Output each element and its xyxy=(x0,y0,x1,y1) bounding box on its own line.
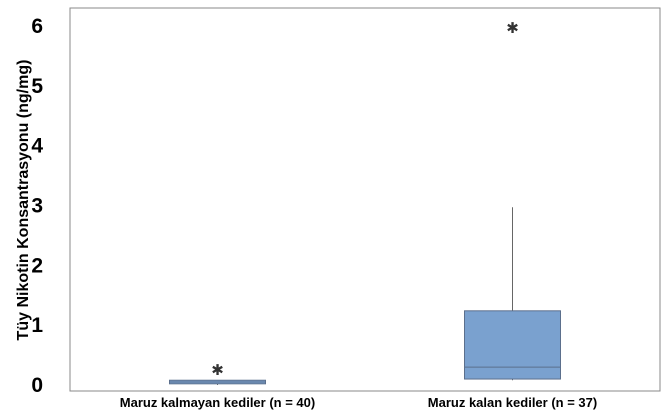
x-axis-labels: Maruz kalmayan kediler (n = 40) Maruz kal… xyxy=(120,395,597,410)
box-rect xyxy=(464,310,561,380)
y-tick-label: 3 xyxy=(31,194,43,217)
plot-frame xyxy=(69,7,661,392)
x-category-label: Maruz kalmayan kediler (n = 40) xyxy=(120,395,315,410)
y-axis-ticks: 0 1 2 3 4 5 6 xyxy=(31,15,43,397)
boxes-layer: ✱✱ xyxy=(169,19,561,386)
y-tick-label: 2 xyxy=(31,254,43,277)
y-tick-label: 5 xyxy=(31,75,43,98)
x-category-label: Maruz kalan kediler (n = 37) xyxy=(428,395,597,410)
y-tick-label: 6 xyxy=(31,15,43,38)
y-tick-label: 1 xyxy=(31,314,43,337)
outlier-marker: ✱ xyxy=(506,19,519,37)
y-tick-label: 4 xyxy=(31,135,43,158)
outlier-marker: ✱ xyxy=(211,361,224,379)
y-axis-title: Tüy Nikotin Konsantrasyonu (ng/mg) xyxy=(15,60,32,341)
y-tick-label: 0 xyxy=(31,374,43,397)
